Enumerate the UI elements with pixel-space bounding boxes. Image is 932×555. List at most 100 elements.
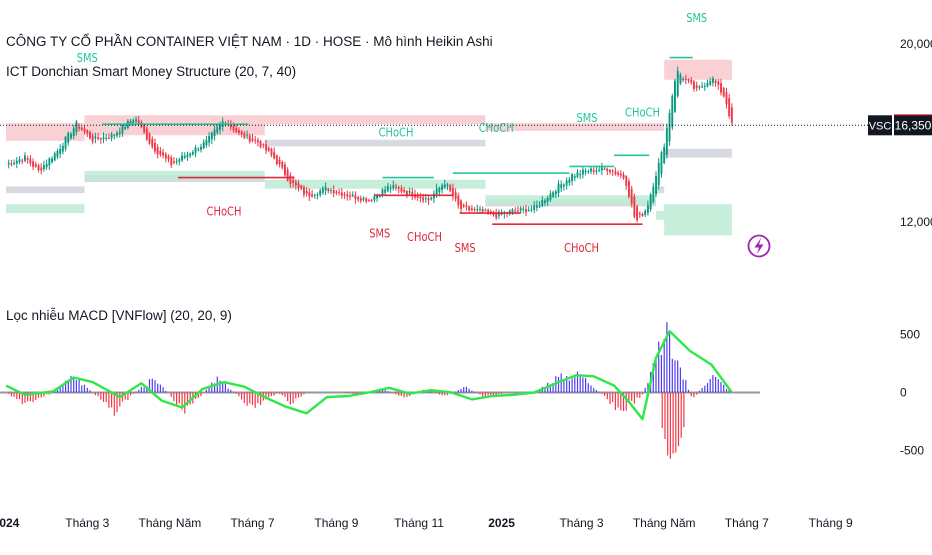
candle-body bbox=[175, 160, 178, 163]
macd-layer bbox=[0, 322, 760, 459]
candle-body bbox=[319, 190, 322, 195]
candle-body bbox=[72, 128, 75, 136]
candle-body bbox=[446, 184, 449, 186]
structure-label-choch: CHoCH bbox=[564, 241, 599, 255]
candle-body bbox=[728, 98, 731, 117]
candle-body bbox=[61, 145, 64, 152]
candle-body bbox=[278, 159, 281, 165]
candle-body bbox=[51, 158, 53, 162]
candle-body bbox=[563, 184, 565, 187]
structure-label-sms: SMS bbox=[77, 51, 98, 65]
candle-body bbox=[706, 82, 709, 87]
candle-body bbox=[48, 158, 51, 166]
annotations-layer: SMS CHoCH CHoCH SMS CHoCH SMS CHoCH SMS CHoCH SMS… bbox=[77, 11, 707, 255]
candle-body bbox=[59, 149, 62, 154]
candle-body bbox=[557, 183, 560, 193]
candle-body bbox=[679, 74, 682, 84]
time-tick-label: 2024 bbox=[0, 516, 20, 530]
candle-body bbox=[546, 197, 549, 202]
candle-body bbox=[67, 132, 70, 143]
macd-tick-label: -500 bbox=[900, 443, 924, 457]
candle-body bbox=[489, 211, 492, 213]
candle-body bbox=[219, 124, 221, 130]
candle-body bbox=[216, 126, 219, 133]
candle-body bbox=[416, 195, 419, 198]
candle-body bbox=[427, 198, 430, 201]
time-tick-label: Tháng Năm bbox=[139, 516, 202, 530]
candle-body bbox=[622, 174, 625, 178]
candle-body bbox=[270, 149, 273, 156]
candle-body bbox=[514, 210, 517, 212]
structure-layer bbox=[0, 56, 870, 225]
candle-body bbox=[660, 152, 663, 174]
candle-body bbox=[495, 213, 498, 218]
candle-body bbox=[611, 170, 614, 172]
candle-body bbox=[479, 208, 481, 210]
candle-body bbox=[232, 125, 235, 131]
candle-body bbox=[590, 168, 592, 172]
candle-body bbox=[468, 206, 471, 211]
time-tick-label: Tháng 11 bbox=[394, 516, 444, 530]
candle-body bbox=[435, 188, 438, 196]
zones-layer bbox=[6, 59, 732, 236]
candle-body bbox=[441, 185, 443, 190]
chart-title: CÔNG TY CỔ PHẦN CONTAINER VIỆT NAM · 1D … bbox=[6, 34, 493, 49]
candle-body bbox=[533, 205, 536, 210]
candle-body bbox=[56, 151, 59, 157]
candle-body bbox=[18, 159, 21, 163]
candle-body bbox=[254, 139, 257, 141]
candle-body bbox=[397, 187, 400, 189]
candle-body bbox=[64, 136, 67, 149]
candle-body bbox=[300, 185, 303, 189]
candle-body bbox=[438, 187, 441, 193]
candle-body bbox=[251, 138, 254, 141]
candle-body bbox=[381, 189, 384, 197]
candle-body bbox=[530, 209, 533, 211]
candle-body bbox=[405, 191, 408, 195]
candle-body bbox=[118, 132, 121, 135]
candle-body bbox=[693, 81, 695, 89]
candle-body bbox=[568, 179, 571, 183]
candle-body bbox=[316, 194, 319, 196]
alert-icon[interactable] bbox=[747, 234, 771, 258]
candle-body bbox=[500, 213, 503, 215]
candle-body bbox=[191, 152, 194, 155]
candle-body bbox=[565, 180, 568, 186]
candle-body bbox=[443, 184, 446, 188]
candle-body bbox=[97, 137, 99, 139]
candle-body bbox=[457, 195, 460, 206]
candle-body bbox=[89, 131, 91, 139]
candle-body bbox=[265, 144, 267, 151]
candle-body bbox=[262, 144, 265, 146]
axes-layer: 20,00012,00016,40016,350VSC5000-5002024T… bbox=[0, 37, 932, 530]
candle-body bbox=[395, 186, 397, 188]
candle-body bbox=[454, 192, 457, 200]
candle-body bbox=[709, 80, 712, 85]
candle-body bbox=[554, 191, 557, 195]
candle-body bbox=[481, 209, 484, 212]
candle-body bbox=[70, 134, 72, 138]
candle-body bbox=[205, 139, 208, 146]
candle-body bbox=[281, 161, 284, 168]
candle-body bbox=[552, 192, 555, 197]
candle-body bbox=[400, 187, 403, 192]
time-tick-label: Tháng Năm bbox=[633, 516, 696, 530]
candle-body bbox=[37, 165, 40, 170]
candle-body bbox=[403, 189, 406, 193]
candle-body bbox=[34, 164, 37, 167]
candle-body bbox=[40, 167, 43, 171]
candle-body bbox=[24, 155, 26, 161]
candle-body bbox=[116, 132, 118, 136]
candle-body bbox=[511, 209, 514, 212]
candle-body bbox=[229, 124, 232, 128]
structure-label-sms: SMS bbox=[455, 241, 476, 255]
candle-body bbox=[630, 188, 633, 204]
candle-body bbox=[154, 142, 156, 152]
candle-body bbox=[105, 137, 108, 139]
candle-body bbox=[722, 88, 725, 97]
symbol-tag: VSC bbox=[869, 120, 892, 132]
indicator-title: ICT Donchian Smart Money Structure (20, … bbox=[6, 64, 296, 79]
candle-body bbox=[571, 174, 573, 182]
candle-body bbox=[202, 142, 205, 149]
